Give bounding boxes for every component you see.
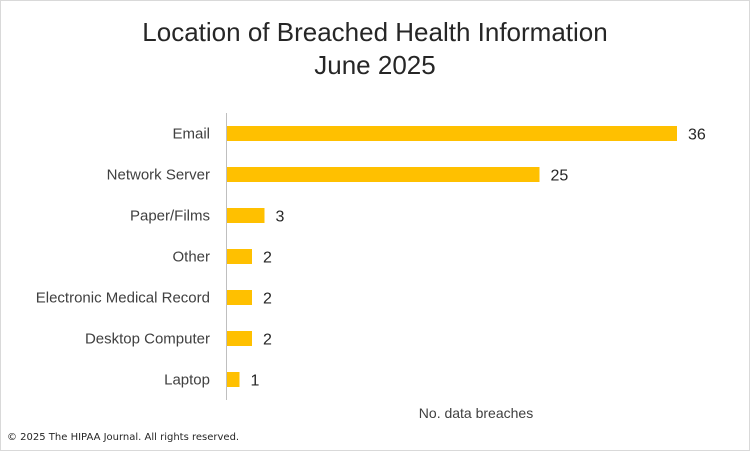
data-label-4: 2: [263, 291, 272, 308]
bar-3: [227, 249, 252, 264]
category-label-3: Other: [172, 249, 210, 266]
chart-subtitle: June 2025: [314, 50, 436, 80]
data-label-3: 2: [263, 250, 272, 267]
category-label-4: Electronic Medical Record: [36, 290, 210, 307]
data-label-0: 36: [688, 127, 706, 144]
data-label-1: 25: [551, 168, 569, 185]
bar-5: [227, 331, 252, 346]
bar-2: [227, 208, 265, 223]
chart-title-block: Location of Breached Health Information …: [0, 16, 750, 82]
data-label-2: 3: [276, 209, 285, 226]
bar-4: [227, 290, 252, 305]
category-label-1: Network Server: [107, 167, 210, 184]
copyright-footer: © 2025 The HIPAA Journal. All rights res…: [7, 432, 240, 443]
bar-6: [227, 372, 240, 387]
chart-title: Location of Breached Health Information: [142, 17, 608, 47]
category-label-6: Laptop: [164, 372, 210, 389]
x-axis-title: No. data breaches: [419, 405, 533, 421]
bar-1: [227, 167, 540, 182]
bar-0: [227, 126, 677, 141]
data-label-5: 2: [263, 332, 272, 349]
data-label-6: 1: [251, 373, 260, 390]
category-label-5: Desktop Computer: [85, 331, 210, 348]
bars-group: Email 36 Network Server 25 Paper/Films 3 Other…: [36, 126, 706, 390]
category-label-2: Paper/Films: [130, 208, 210, 225]
category-label-0: Email: [172, 126, 210, 143]
